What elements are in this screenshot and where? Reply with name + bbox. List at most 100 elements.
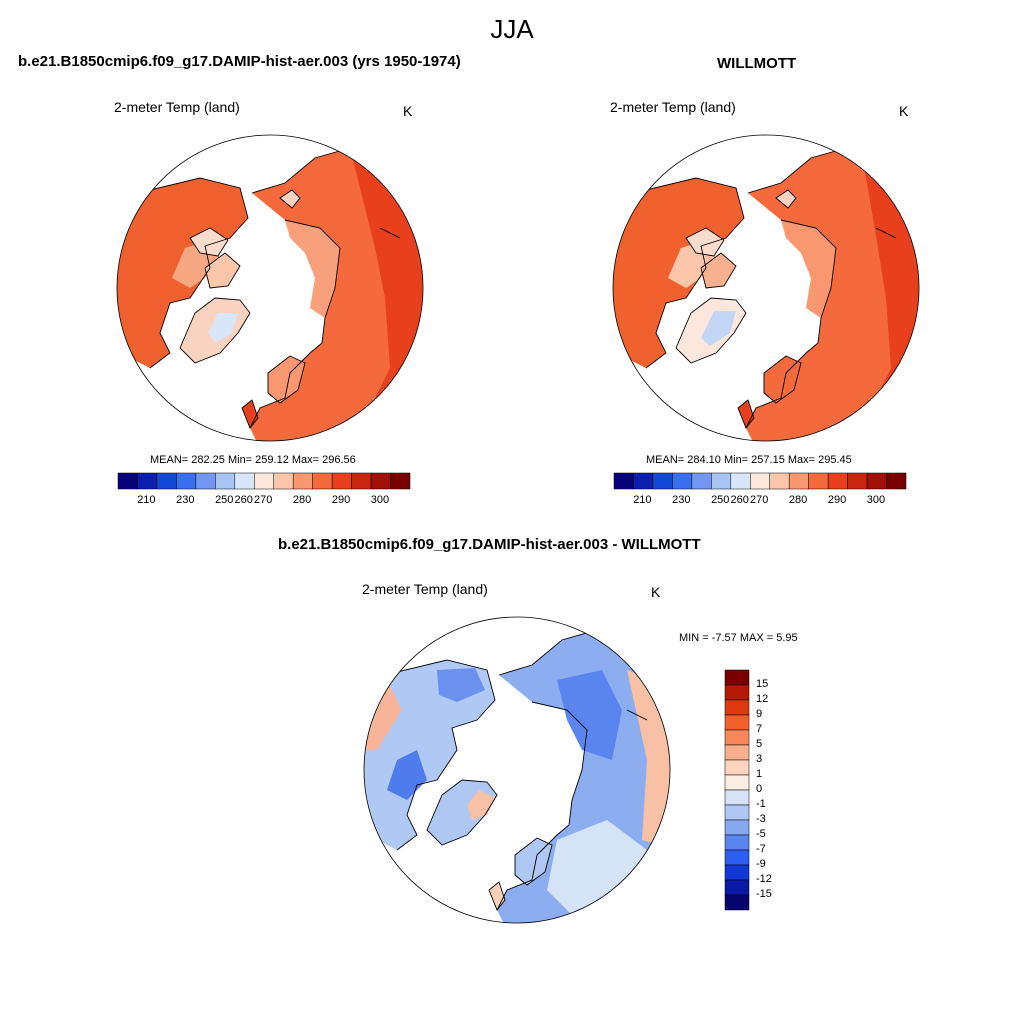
colorbar-swatch	[613, 472, 634, 490]
colorbar-tick-label: 260	[730, 494, 749, 506]
colorbar-tick-label: -9	[756, 858, 766, 870]
colorbar-swatch	[724, 699, 750, 716]
colorbar-tick-label: 260	[234, 494, 253, 506]
colorbar-tick-label: 280	[292, 494, 312, 506]
panel-diff-units-label: K	[651, 584, 661, 600]
panel-diff-variable-label: 2-meter Temp (land)	[362, 581, 488, 597]
colorbar-tick-label: 300	[866, 494, 886, 506]
colorbar-swatch	[750, 472, 770, 490]
panel-diff-title: b.e21.B1850cmip6.f09_g17.DAMIP-hist-aer.…	[278, 536, 701, 553]
panel-diff-colorbar-ticks: 15 12 9 7 5 3 1 0 -1 -3 -5 -7 -9 -12 -15	[756, 670, 796, 910]
panel-diff-stats: MIN = -7.57 MAX = 5.95	[679, 632, 798, 644]
colorbar-tick-label: 250	[215, 494, 234, 506]
panel-diff-region-greenland-warm	[467, 790, 495, 820]
panel-model-colorbar	[117, 472, 411, 490]
colorbar-swatch	[827, 472, 848, 490]
colorbar-swatch	[769, 472, 790, 490]
colorbar-swatch	[195, 472, 216, 490]
colorbar-swatch	[724, 819, 750, 836]
colorbar-swatch	[724, 804, 750, 821]
colorbar-tick-label: 230	[672, 494, 691, 506]
colorbar-tick-label: -12	[756, 873, 772, 885]
panel-diff-region-na-cold	[387, 750, 427, 800]
panel-obs-region-canadian-archipelago	[686, 228, 724, 256]
colorbar-tick-label: 270	[750, 494, 769, 506]
colorbar-tick-label: 210	[137, 494, 156, 506]
colorbar-tick-label: 250	[711, 494, 730, 506]
colorbar-swatch	[254, 472, 274, 490]
colorbar-swatch	[652, 472, 673, 490]
panel-diff-region-na-north	[437, 668, 485, 702]
colorbar-swatch	[724, 834, 750, 851]
colorbar-tick-label: 290	[827, 494, 847, 506]
colorbar-swatch	[724, 729, 750, 746]
colorbar-swatch	[724, 774, 750, 791]
colorbar-tick-label: 300	[370, 494, 390, 506]
panel-diff-region-eurasia-cold	[557, 670, 622, 760]
colorbar-swatch	[390, 472, 411, 490]
panel-obs-region-arctic-islands	[776, 190, 796, 208]
panel-model-region-greenland-interior	[208, 313, 238, 343]
colorbar-swatch	[331, 472, 352, 490]
colorbar-swatch	[724, 789, 750, 806]
colorbar-swatch	[312, 472, 333, 490]
colorbar-swatch	[117, 472, 138, 490]
colorbar-swatch	[724, 684, 750, 701]
panel-obs-colorbar	[613, 472, 907, 490]
colorbar-swatch	[724, 669, 750, 686]
colorbar-swatch	[711, 472, 732, 490]
colorbar-tick-label: 7	[756, 723, 763, 735]
colorbar-swatch	[866, 472, 887, 490]
panel-model-units-label: K	[403, 103, 413, 119]
colorbar-tick-label: 15	[756, 678, 769, 690]
panel-diff-colorbar	[724, 669, 750, 911]
colorbar-swatch	[176, 472, 197, 490]
panel-obs-region-siberia-coast	[781, 220, 836, 318]
colorbar-swatch	[351, 472, 372, 490]
colorbar-tick-label: 230	[176, 494, 195, 506]
colorbar-swatch	[808, 472, 829, 490]
colorbar-tick-label: 210	[633, 494, 652, 506]
colorbar-tick-label: 1	[756, 768, 763, 780]
figure-title: JJA	[490, 14, 534, 44]
colorbar-tick-label: 270	[254, 494, 273, 506]
panel-model-region-canadian-archipelago	[190, 228, 228, 256]
colorbar-swatch	[672, 472, 693, 490]
panel-obs-variable-label: 2-meter Temp (land)	[610, 99, 736, 115]
colorbar-swatch	[724, 849, 750, 866]
panel-obs-colorbar-ticks: 210 230 250 260 270 280 290 300	[614, 494, 906, 508]
colorbar-swatch	[234, 472, 255, 490]
panel-obs-title: WILLMOTT	[717, 55, 797, 72]
colorbar-swatch	[724, 894, 750, 911]
colorbar-tick-label: -15	[756, 888, 772, 900]
colorbar-tick-label: 12	[756, 693, 769, 705]
panel-obs-units-label: K	[899, 103, 909, 119]
panel-obs-stats: MEAN= 284.10 Min= 257.15 Max= 295.45	[646, 454, 852, 466]
colorbar-swatch	[273, 472, 294, 490]
panel-model-region-siberia-coast	[285, 220, 340, 318]
colorbar-tick-label: -7	[756, 843, 766, 855]
colorbar-swatch	[847, 472, 868, 490]
colorbar-swatch	[730, 472, 751, 490]
colorbar-tick-label: 5	[756, 738, 763, 750]
panel-model-region-arctic-islands	[280, 190, 300, 208]
colorbar-swatch	[886, 472, 907, 490]
colorbar-tick-label: 3	[756, 753, 763, 765]
panel-obs-polar-map	[612, 134, 920, 442]
colorbar-tick-label: -1	[756, 798, 766, 810]
colorbar-swatch	[724, 759, 750, 776]
colorbar-swatch	[691, 472, 712, 490]
colorbar-swatch	[633, 472, 654, 490]
colorbar-tick-label: 0	[756, 783, 763, 795]
colorbar-swatch	[788, 472, 809, 490]
panel-model-stats: MEAN= 282.25 Min= 259.12 Max= 296.56	[150, 454, 356, 466]
panel-model-variable-label: 2-meter Temp (land)	[114, 99, 240, 115]
colorbar-swatch	[370, 472, 391, 490]
colorbar-tick-label: 290	[331, 494, 351, 506]
panel-obs-region-greenland-interior	[701, 311, 736, 346]
colorbar-swatch	[137, 472, 158, 490]
panel-model-colorbar-ticks: 210 230 250 260 270 280 290 300	[118, 494, 410, 508]
colorbar-swatch	[724, 879, 750, 896]
panel-model-title: b.e21.B1850cmip6.f09_g17.DAMIP-hist-aer.…	[18, 53, 461, 70]
panel-model-polar-map	[116, 134, 424, 442]
